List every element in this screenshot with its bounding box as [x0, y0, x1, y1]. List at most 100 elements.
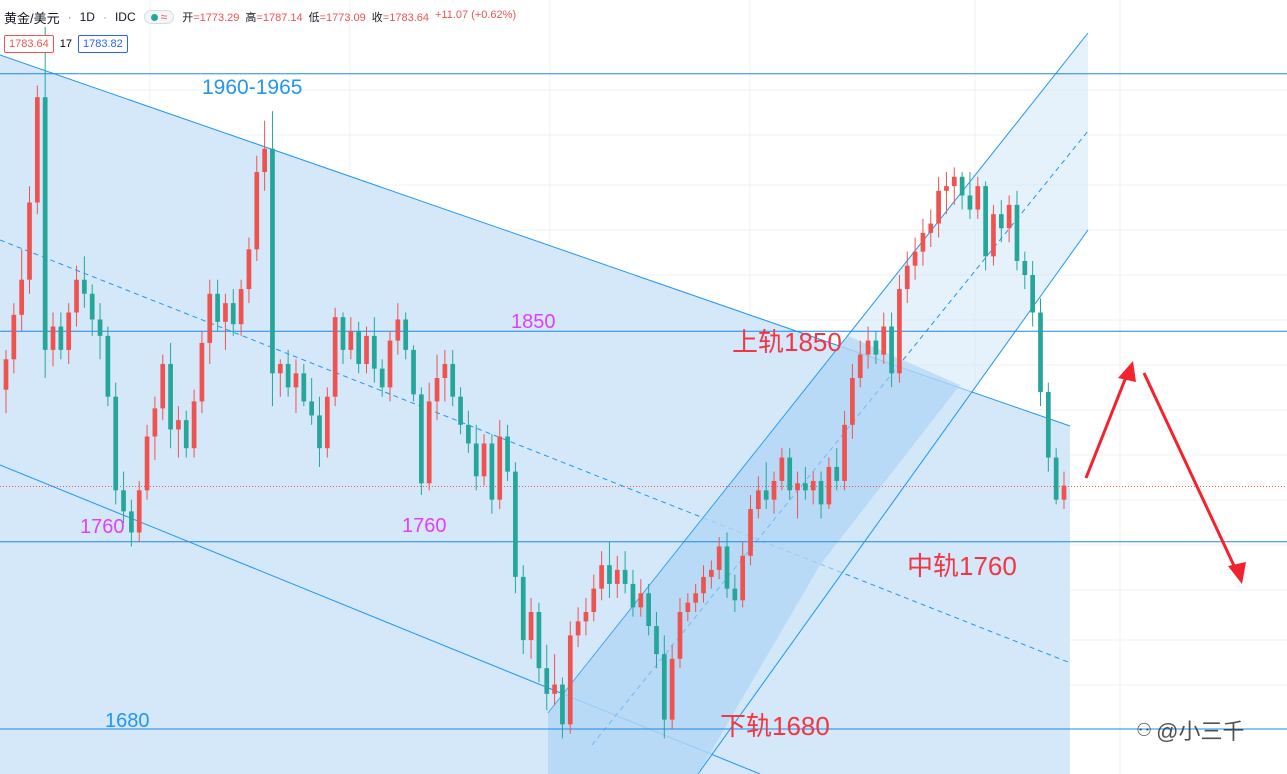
candle-body	[1014, 204, 1020, 261]
candle-body	[442, 363, 448, 378]
candle-body	[528, 612, 534, 641]
candle-body	[285, 363, 291, 388]
candle-body	[403, 319, 409, 350]
candle-body	[536, 612, 542, 669]
candle-body	[364, 335, 369, 364]
candle-body	[50, 326, 56, 350]
candle-body	[756, 490, 761, 510]
candle-body	[638, 593, 644, 608]
candle-body	[904, 265, 910, 290]
candle-body	[795, 483, 800, 491]
up-channel-mid	[591, 130, 1089, 746]
candle-body	[207, 293, 213, 343]
candle-body	[215, 293, 220, 322]
candle-body	[199, 342, 205, 402]
label-middle-rail: 中轨1760	[907, 551, 1017, 581]
candle-body	[505, 436, 510, 472]
candle-body	[183, 420, 189, 449]
candle-body	[458, 396, 463, 425]
source-label: IDC	[114, 10, 136, 24]
candle-body	[810, 480, 816, 491]
sell-price-button[interactable]: 1783.64	[4, 35, 54, 53]
separator-dot: ·	[102, 10, 107, 24]
candle-body	[646, 593, 651, 627]
candle-body	[513, 471, 518, 577]
candle-body	[724, 546, 730, 589]
arrow-up-line	[1084, 371, 1130, 479]
symbol-name[interactable]: 黄金/美元	[4, 10, 60, 26]
candle-body	[928, 223, 934, 233]
market-status-indicator[interactable]: ≈	[143, 10, 175, 24]
candle-body	[1045, 392, 1051, 458]
candle-body	[121, 490, 126, 512]
watermark: ⚇ @小三千	[1136, 714, 1244, 746]
candle-body	[975, 186, 981, 210]
wave-icon: ≈	[160, 10, 168, 24]
label-upper-rail: 上轨1850	[732, 327, 842, 357]
candle-body	[1030, 275, 1036, 313]
candle-body	[560, 684, 565, 725]
candle-body	[489, 443, 495, 500]
candle-body	[419, 394, 424, 484]
candle-body	[230, 303, 236, 325]
candle-body	[567, 635, 573, 725]
candle-body	[685, 602, 691, 612]
candlestick-series	[3, 27, 1067, 739]
interval-label[interactable]: 1D	[79, 10, 95, 24]
candle-body	[599, 565, 604, 589]
candle-body	[473, 443, 479, 477]
candle-body	[763, 490, 769, 500]
candle-body	[897, 289, 902, 374]
candle-body	[395, 319, 401, 341]
candle-body	[967, 195, 973, 210]
quote-row: 1783.64 17 1783.82	[4, 35, 128, 53]
candle-body	[630, 583, 636, 608]
candle-body	[708, 569, 714, 577]
candle-body	[144, 436, 150, 491]
close-value: =1783.64	[382, 12, 429, 24]
channel-overlap-fill	[548, 336, 960, 774]
candle-body	[944, 186, 949, 191]
candle-body	[607, 565, 612, 584]
label-1680: 1680	[105, 710, 150, 732]
candle-body	[677, 612, 683, 659]
candle-body	[387, 340, 393, 388]
candle-body	[787, 457, 793, 491]
candle-body	[669, 658, 675, 720]
candle-body	[1061, 485, 1067, 500]
down-channel-mid	[0, 239, 1069, 663]
label-lower-rail: 下轨1680	[720, 711, 830, 741]
arrow-down-line	[1142, 372, 1238, 571]
candle-body	[324, 396, 330, 449]
high-label: 高	[245, 12, 257, 24]
candle-body	[826, 466, 832, 505]
candle-body	[865, 340, 871, 355]
candle-body	[834, 466, 840, 481]
candle-body	[97, 319, 103, 336]
candle-body	[152, 408, 158, 437]
up-channel-lower	[697, 229, 1089, 774]
candle-body	[951, 176, 957, 187]
watermark-text: @小三千	[1156, 719, 1245, 744]
candle-body	[998, 214, 1004, 229]
spread-value: 17	[59, 38, 73, 50]
candle-body	[583, 612, 589, 622]
trend-channels	[0, 32, 1089, 774]
candle-body	[293, 373, 299, 388]
candle-body	[701, 576, 706, 594]
up-channel-upper	[547, 32, 1089, 714]
candle-body	[191, 401, 197, 449]
candle-body	[1006, 204, 1012, 229]
candle-body	[176, 420, 181, 430]
candle-body	[450, 363, 456, 397]
candle-body	[277, 363, 283, 374]
candle-body	[552, 684, 557, 694]
candle-body	[779, 457, 785, 481]
candle-body	[622, 569, 628, 584]
candle-body	[66, 312, 72, 350]
candle-body	[301, 373, 307, 402]
buy-price-button[interactable]: 1783.82	[78, 35, 128, 53]
candle-body	[889, 326, 894, 374]
candle-body	[912, 251, 918, 266]
